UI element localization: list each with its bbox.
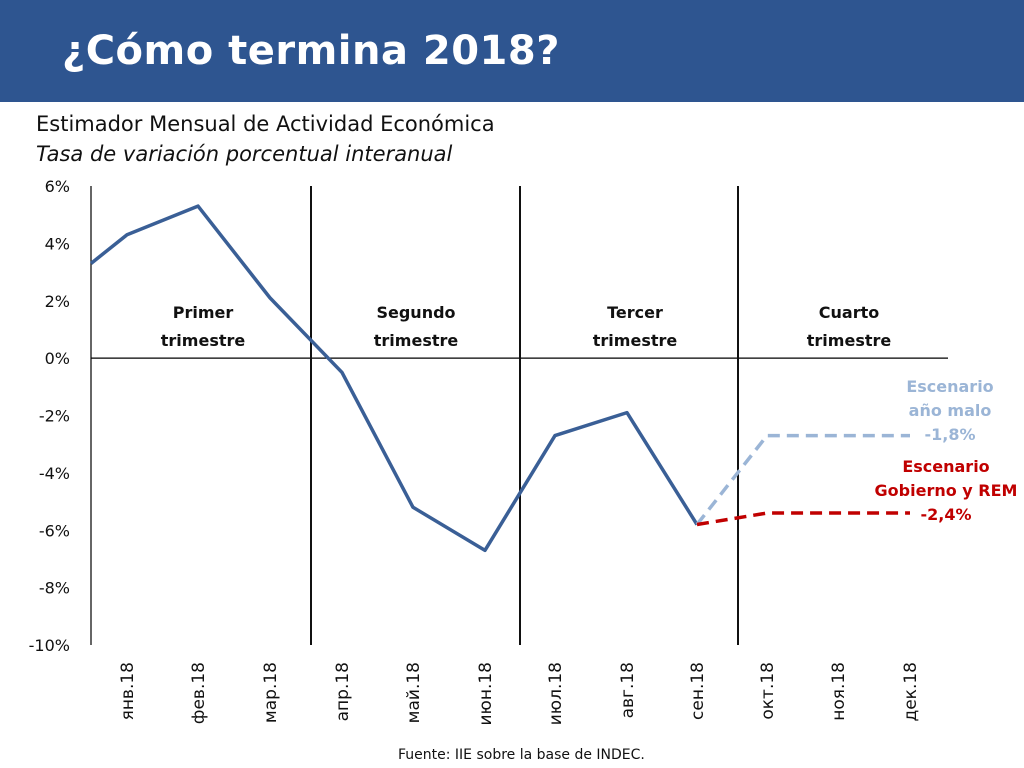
- x-tick-label: ноя.18: [829, 662, 849, 721]
- scenario-gov-label: Gobierno y REM: [875, 481, 1018, 500]
- y-tick-label: 4%: [45, 234, 70, 253]
- y-tick-label: -8%: [39, 579, 70, 598]
- scenario-bad-label: año malo: [909, 401, 992, 420]
- scenario-bad-value: -1,8%: [924, 425, 975, 444]
- quarter-label: Cuarto: [819, 303, 879, 322]
- x-tick-label: дек.18: [901, 662, 921, 722]
- y-tick-label: -4%: [39, 464, 70, 483]
- chart-title: Estimador Mensual de Actividad Económica: [36, 112, 495, 136]
- y-tick-label: 2%: [45, 292, 70, 311]
- scenario-bad-label: Escenario: [906, 377, 993, 396]
- quarter-label: Segundo: [376, 303, 455, 322]
- quarter-label: trimestre: [374, 331, 459, 350]
- x-tick-label: июн.18: [476, 662, 496, 726]
- quarter-label: trimestre: [593, 331, 678, 350]
- page-title: ¿Cómo termina 2018?: [62, 28, 560, 74]
- y-tick-label: -6%: [39, 521, 70, 540]
- x-tick-label: май.18: [404, 662, 424, 723]
- y-tick-label: -10%: [29, 636, 70, 655]
- x-tick-label: фев.18: [189, 662, 209, 724]
- title-bar: [0, 0, 1024, 102]
- series-line-0: [89, 204, 699, 553]
- x-tick-label: окт.18: [758, 662, 778, 720]
- scenario-gov-label: Escenario: [902, 457, 989, 476]
- y-tick-label: -2%: [39, 407, 70, 426]
- scenario-gov-value: -2,4%: [920, 505, 971, 524]
- quarter-label: trimestre: [161, 331, 246, 350]
- y-tick-label: 0%: [45, 349, 70, 368]
- source-note: Fuente: IIE sobre la base de INDEC.: [398, 747, 645, 763]
- series-line-1: [695, 433, 910, 526]
- x-tick-label: янв.18: [118, 662, 138, 720]
- x-tick-label: сен.18: [688, 662, 708, 720]
- quarter-label: Tercer: [607, 303, 663, 322]
- x-tick-label: июл.18: [546, 662, 566, 725]
- x-tick-label: апр.18: [333, 662, 353, 721]
- series-line-2: [696, 511, 910, 527]
- x-tick-label: авг.18: [618, 662, 638, 718]
- quarter-label: Primer: [173, 303, 234, 322]
- y-tick-label: 6%: [45, 177, 70, 196]
- quarter-label: trimestre: [807, 331, 892, 350]
- x-tick-label: мар.18: [261, 662, 281, 723]
- chart-subtitle: Tasa de variación porcentual interanual: [36, 142, 453, 166]
